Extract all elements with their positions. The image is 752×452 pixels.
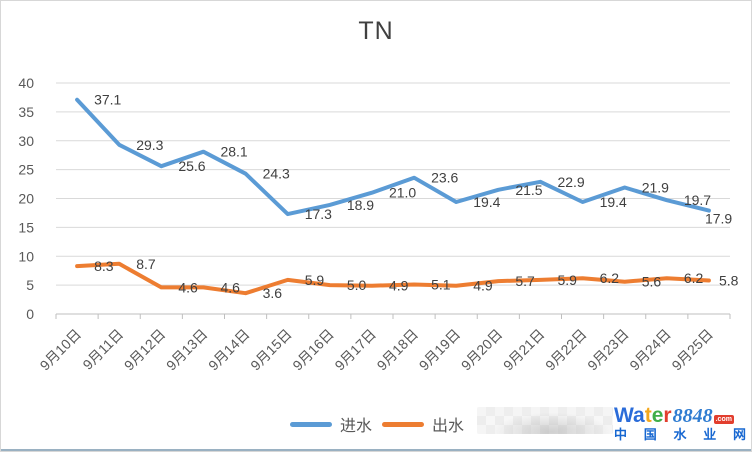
legend-item-inflow: 进水 xyxy=(289,412,372,436)
legend-item-outflow: 出水 xyxy=(382,412,464,436)
data-label: 21.9 xyxy=(642,180,669,196)
chart-legend: 进水 出水 xyxy=(1,412,751,436)
brand-number: 8848 xyxy=(672,405,713,427)
brand-letter: r xyxy=(663,404,672,427)
x-axis-label: 9月21日 xyxy=(500,326,548,374)
window-bottom-edge xyxy=(1,449,751,451)
data-label: 5.9 xyxy=(305,272,325,288)
x-axis-label: 9月16日 xyxy=(289,326,337,374)
brand-subtitle-char: 水 xyxy=(673,427,687,442)
data-label: 28.1 xyxy=(220,144,247,160)
y-axis-tick-label: 30 xyxy=(18,133,34,149)
brand-letter: t xyxy=(644,404,652,427)
data-label: 4.9 xyxy=(389,278,409,294)
data-label: 3.6 xyxy=(263,285,283,301)
data-label: 8.3 xyxy=(94,258,114,274)
brand-letter: e xyxy=(651,404,664,427)
data-label: 23.6 xyxy=(431,170,458,186)
data-label: 22.9 xyxy=(557,174,584,190)
y-axis-tick-label: 0 xyxy=(26,306,34,322)
x-axis-label: 9月20日 xyxy=(458,326,506,374)
x-axis-label: 9月14日 xyxy=(205,326,253,374)
data-label: 37.1 xyxy=(94,92,121,108)
x-axis-label: 9月19日 xyxy=(416,326,464,374)
data-label: 29.3 xyxy=(136,137,163,153)
x-axis-label: 9月25日 xyxy=(668,326,716,374)
inflow-line-swatch-icon xyxy=(289,421,332,427)
y-axis-tick-label: 35 xyxy=(18,104,34,120)
y-axis-tick-label: 5 xyxy=(26,277,34,293)
data-label: 21.5 xyxy=(515,182,542,198)
x-axis-label: 9月23日 xyxy=(584,326,632,374)
x-axis-label: 9月12日 xyxy=(121,326,169,374)
water8848-watermark: Water 8848 .com 中国 水 业网 xyxy=(614,405,748,441)
data-label: 17.3 xyxy=(305,206,332,222)
brand-subtitle-char: 业 xyxy=(703,427,717,442)
data-label: 24.3 xyxy=(263,166,290,182)
legend-label-inflow: 进水 xyxy=(339,418,372,435)
x-axis-label: 9月13日 xyxy=(163,326,211,374)
data-label: 8.7 xyxy=(136,256,156,272)
brand-letter: a xyxy=(633,404,645,427)
x-axis-label: 9月15日 xyxy=(247,326,295,374)
data-label: 6.2 xyxy=(600,270,620,286)
data-label: 4.6 xyxy=(220,279,240,295)
data-label: 19.4 xyxy=(600,194,627,210)
x-axis-label: 9月22日 xyxy=(542,326,590,374)
data-label: 6.2 xyxy=(684,270,704,286)
x-axis-label: 9月10日 xyxy=(37,326,85,374)
data-label: 5.8 xyxy=(719,273,739,289)
y-axis-tick-label: 15 xyxy=(18,219,34,235)
x-axis-label: 9月17日 xyxy=(331,326,379,374)
data-label: 5.1 xyxy=(431,277,451,293)
chart-title: TN xyxy=(358,17,394,45)
brand-letter: W xyxy=(614,404,634,427)
brand-subtitle-char: 中 xyxy=(614,427,628,442)
data-label: 4.6 xyxy=(178,279,198,295)
x-axis-label: 9月24日 xyxy=(626,326,674,374)
brand-subtitle: 中国 水 业网 xyxy=(614,428,746,441)
data-label: 5.7 xyxy=(515,273,535,289)
y-axis-tick-label: 10 xyxy=(18,248,34,264)
y-axis-tick-label: 25 xyxy=(18,162,34,178)
legend-label-outflow: 出水 xyxy=(432,418,465,435)
y-axis-tick-label: 20 xyxy=(18,191,34,207)
data-label: 17.9 xyxy=(705,211,732,227)
data-label: 5.6 xyxy=(642,274,662,290)
x-axis-label: 9月11日 xyxy=(79,326,126,373)
outflow-line-swatch-icon xyxy=(382,421,424,427)
data-label: 5.9 xyxy=(557,272,577,288)
data-label: 21.0 xyxy=(389,185,416,201)
brand-logo-row: Water 8848 .com xyxy=(614,405,748,426)
brand-tld-badge: .com xyxy=(713,415,734,424)
data-label: 19.4 xyxy=(473,194,500,210)
y-axis-tick-label: 40 xyxy=(18,75,34,91)
series-line-inflow xyxy=(75,97,711,217)
blurred-watermark xyxy=(477,407,613,434)
data-label: 5.0 xyxy=(347,277,367,293)
brand-subtitle-char: 国 xyxy=(643,427,657,442)
data-label: 4.9 xyxy=(473,278,493,294)
brand-word: Water xyxy=(614,405,672,426)
x-axis-label: 9月18日 xyxy=(374,326,422,374)
series-line-outflow xyxy=(75,261,711,296)
data-label: 18.9 xyxy=(347,197,374,213)
data-label: 25.6 xyxy=(178,158,205,174)
data-label: 19.7 xyxy=(684,192,711,208)
brand-subtitle-char: 网 xyxy=(732,427,746,442)
